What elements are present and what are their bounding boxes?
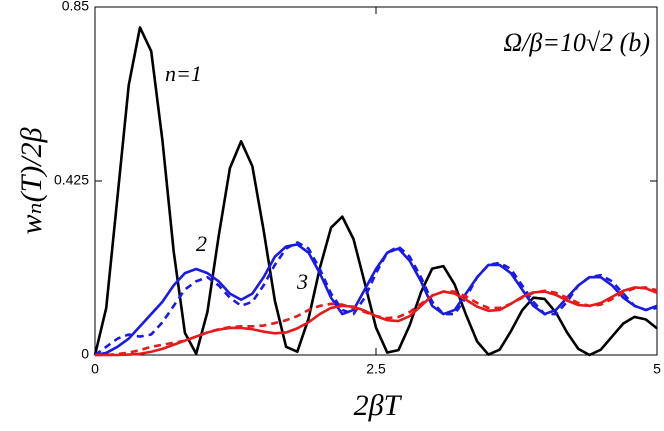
x-tick-label: 2.5 [366,361,386,377]
curve-label: 3 [296,269,308,294]
x-tick-label: 5 [653,361,661,377]
dashed-line [95,286,658,357]
y-tick-label: 0 [81,346,89,362]
panel-annotation: Ω/β=10√2 (b) [503,28,650,57]
curve-label: n=1 [165,61,202,86]
line [94,243,658,357]
curve-label: 2 [196,231,207,256]
y-axis-title: wₙ(T)/2β [15,127,48,234]
y-tick-label: 0.85 [62,0,89,14]
x-tick-label: 0 [91,361,99,377]
x-axis-title: 2βT [354,389,403,422]
y-tick-label: 0.425 [54,172,89,188]
dashed-line [94,241,658,357]
